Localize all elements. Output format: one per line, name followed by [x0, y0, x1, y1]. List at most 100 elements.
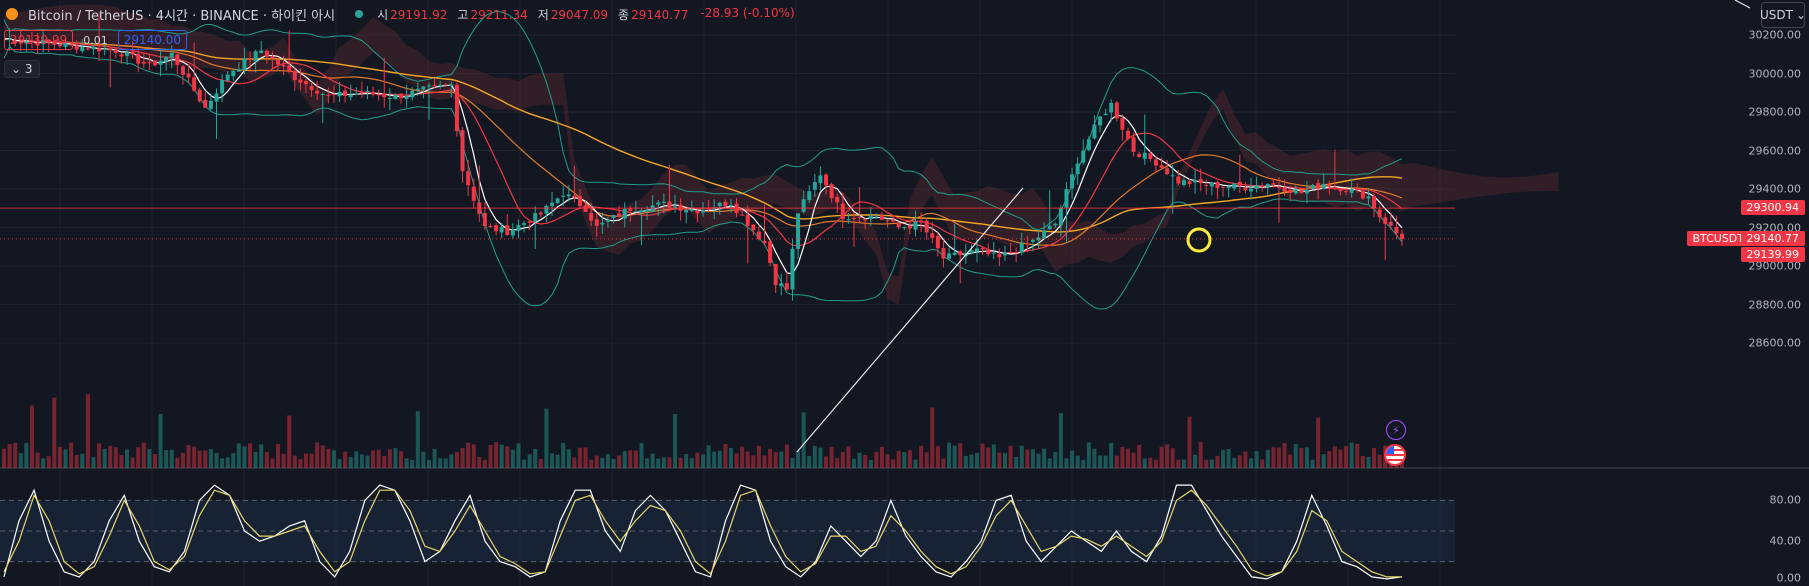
volume-bar	[1120, 446, 1125, 468]
candle-body	[572, 195, 577, 198]
candle-body	[175, 54, 180, 65]
drawing-tools	[0, 0, 1751, 453]
highlight-circle	[1186, 227, 1212, 253]
candle-body	[510, 229, 515, 236]
volume-bar	[421, 451, 426, 468]
volume-bar	[1377, 454, 1382, 468]
candle-body	[192, 77, 197, 91]
candle-body	[119, 54, 124, 57]
candle-body	[1165, 168, 1170, 175]
spread-value: 0.01	[83, 33, 108, 47]
high-label: 고	[457, 7, 469, 22]
volume-bar	[1304, 447, 1309, 468]
candle-body	[868, 215, 873, 220]
high-value: 29211.34	[470, 7, 528, 22]
volume-bar	[499, 444, 504, 468]
volume-bar	[158, 413, 163, 468]
volume-bar	[577, 447, 582, 468]
candle-body	[583, 205, 588, 212]
candle-body	[225, 74, 230, 81]
volume-bar	[18, 453, 23, 468]
candle-body	[935, 236, 940, 249]
volume-bar	[689, 458, 694, 468]
volume-bar	[270, 458, 275, 468]
candle-body	[980, 247, 985, 250]
volume-bar	[538, 458, 543, 468]
volume-bar	[186, 445, 191, 468]
volume-bar	[1327, 450, 1332, 468]
volume-bar	[796, 451, 801, 468]
volume-bar	[113, 447, 118, 468]
candle-body	[611, 215, 616, 218]
candle-body	[1187, 181, 1192, 185]
volume-bar	[1316, 417, 1321, 468]
sell-price-button[interactable]: 29139.99	[4, 30, 74, 50]
volume-bar	[1058, 413, 1063, 468]
candle-body	[1131, 137, 1136, 152]
lightning-icon[interactable]: ⚡	[1386, 420, 1406, 440]
candle-body	[723, 201, 728, 207]
trendline-drawing	[1734, 0, 1751, 9]
volume-bar	[678, 457, 683, 468]
candle-body	[1153, 159, 1158, 166]
candle-body	[1125, 130, 1130, 139]
volume-bar	[471, 444, 476, 468]
candle-body	[516, 224, 521, 231]
volume-bar	[320, 445, 325, 468]
candle-body	[885, 220, 890, 222]
volume-bar	[147, 449, 152, 468]
volume-bar	[751, 455, 756, 468]
volume-bar	[264, 452, 269, 468]
volume-bar	[958, 443, 963, 468]
volume-bar	[454, 452, 459, 468]
candle-body	[650, 205, 655, 212]
candle-body	[18, 41, 23, 43]
candle-body	[969, 250, 974, 254]
volume-bar	[874, 451, 879, 468]
indicators-toggle-button[interactable]: ⌄ 3	[4, 60, 40, 78]
close-value: 29140.77	[631, 7, 689, 22]
candle-body	[835, 196, 840, 203]
volume-bar	[438, 458, 443, 468]
candle-body	[550, 202, 555, 206]
us-flag-icon[interactable]	[1384, 444, 1406, 466]
candle-body	[768, 241, 773, 263]
candle-body	[941, 248, 946, 259]
volume-bar	[1047, 458, 1052, 468]
currency-select[interactable]: USDT ⌄	[1760, 2, 1806, 28]
volume-bar	[963, 455, 968, 468]
candle-body	[807, 191, 812, 201]
volume-bar	[622, 451, 627, 468]
volume-bar	[1153, 459, 1158, 468]
volume-bar	[1254, 451, 1259, 468]
volume-bar	[1075, 455, 1080, 468]
volume-bar	[505, 446, 510, 468]
candle-body	[376, 94, 381, 96]
candle-body	[1064, 188, 1069, 208]
volume-bar	[851, 458, 856, 468]
volume-bar	[1198, 442, 1203, 468]
volume-bar	[907, 450, 912, 468]
volume-bar	[432, 448, 437, 468]
candle-body	[1215, 181, 1220, 188]
candle-body	[69, 44, 74, 46]
volume-bar	[24, 442, 29, 468]
candle-body	[1282, 187, 1287, 192]
candle-body	[1058, 208, 1063, 226]
price-axis-tick: 28600.00	[1748, 336, 1802, 350]
candle-body	[952, 252, 957, 255]
bid-price-label: 29139.99	[1740, 246, 1805, 262]
symbol-title[interactable]: Bitcoin / TetherUS · 4시간 · BINANCE · 하이킨…	[28, 8, 336, 24]
volume-bar	[1221, 449, 1226, 468]
candle-body	[639, 210, 644, 213]
volume-bar	[1165, 444, 1170, 468]
buy-price-button[interactable]: 29140.00	[117, 30, 188, 50]
candle-body	[303, 81, 308, 85]
candle-body	[281, 64, 286, 67]
volume-bar	[550, 453, 555, 468]
candle-body	[790, 248, 795, 290]
candle-body	[203, 100, 208, 108]
volume-bar	[756, 445, 761, 468]
